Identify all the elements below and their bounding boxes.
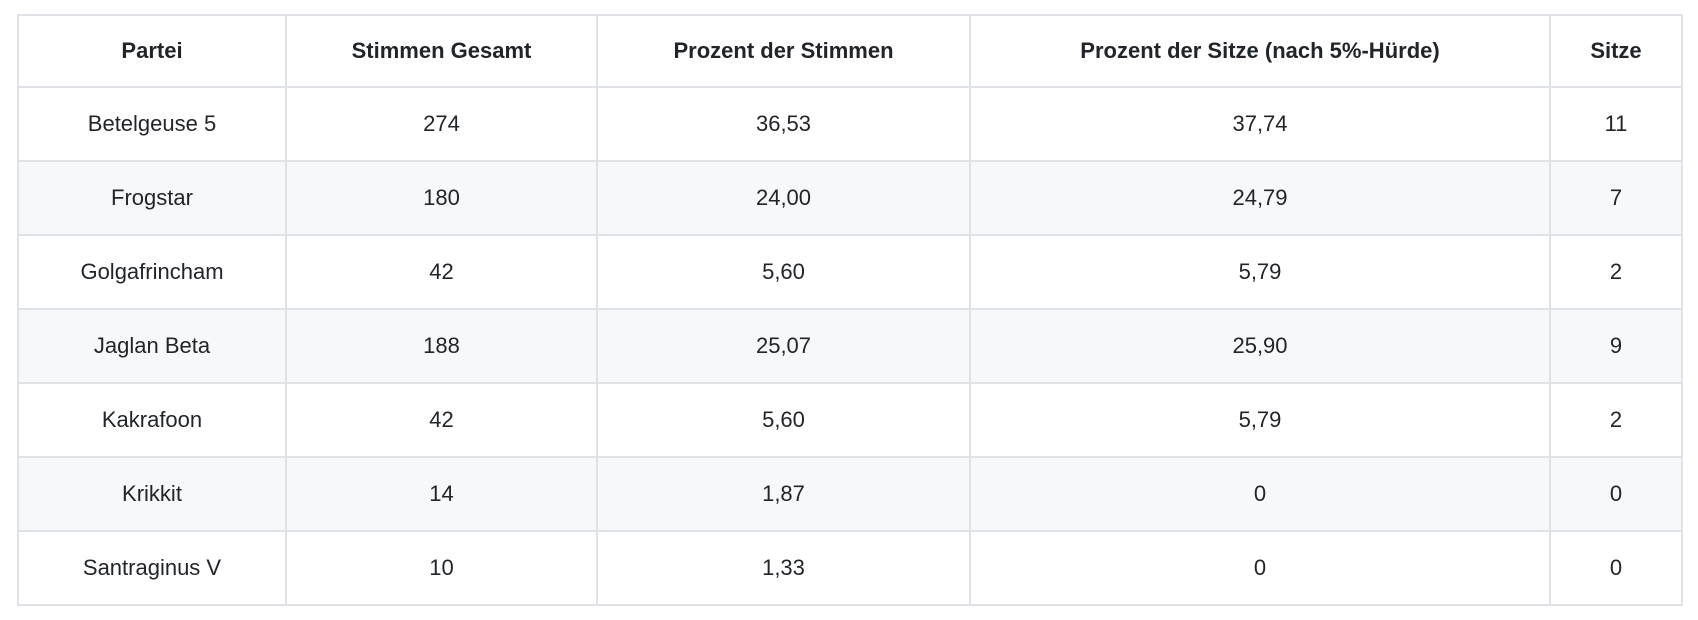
cell-stimmen-gesamt: 42 — [285, 234, 598, 310]
cell-prozent-stimmen: 24,00 — [596, 160, 971, 236]
cell-sitze: 7 — [1549, 160, 1683, 236]
header-row: Partei Stimmen Gesamt Prozent der Stimme… — [17, 14, 1683, 88]
cell-prozent-stimmen: 36,53 — [596, 86, 971, 162]
cell-prozent-stimmen: 1,33 — [596, 530, 971, 606]
cell-prozent-sitze: 0 — [969, 456, 1551, 532]
cell-stimmen-gesamt: 188 — [285, 308, 598, 384]
table-row: Golgafrincham 42 5,60 5,79 2 — [17, 234, 1683, 310]
cell-partei: Kakrafoon — [17, 382, 287, 458]
cell-partei: Jaglan Beta — [17, 308, 287, 384]
cell-prozent-sitze: 5,79 — [969, 234, 1551, 310]
cell-prozent-sitze: 37,74 — [969, 86, 1551, 162]
election-results-table: Partei Stimmen Gesamt Prozent der Stimme… — [17, 14, 1683, 606]
table-row: Krikkit 14 1,87 0 0 — [17, 456, 1683, 532]
table-row: Kakrafoon 42 5,60 5,79 2 — [17, 382, 1683, 458]
cell-partei: Golgafrincham — [17, 234, 287, 310]
cell-stimmen-gesamt: 180 — [285, 160, 598, 236]
cell-partei: Frogstar — [17, 160, 287, 236]
table-row: Santraginus V 10 1,33 0 0 — [17, 530, 1683, 606]
cell-stimmen-gesamt: 42 — [285, 382, 598, 458]
cell-prozent-sitze: 5,79 — [969, 382, 1551, 458]
column-header-partei: Partei — [17, 14, 287, 88]
column-header-sitze: Sitze — [1549, 14, 1683, 88]
column-header-prozent-stimmen: Prozent der Stimmen — [596, 14, 971, 88]
cell-stimmen-gesamt: 274 — [285, 86, 598, 162]
cell-stimmen-gesamt: 14 — [285, 456, 598, 532]
table-row: Frogstar 180 24,00 24,79 7 — [17, 160, 1683, 236]
table-row: Betelgeuse 5 274 36,53 37,74 11 — [17, 86, 1683, 162]
cell-prozent-stimmen: 1,87 — [596, 456, 971, 532]
cell-sitze: 2 — [1549, 382, 1683, 458]
table-row: Jaglan Beta 188 25,07 25,90 9 — [17, 308, 1683, 384]
cell-prozent-sitze: 0 — [969, 530, 1551, 606]
cell-sitze: 0 — [1549, 530, 1683, 606]
cell-partei: Betelgeuse 5 — [17, 86, 287, 162]
cell-prozent-sitze: 25,90 — [969, 308, 1551, 384]
cell-prozent-stimmen: 5,60 — [596, 382, 971, 458]
cell-sitze: 0 — [1549, 456, 1683, 532]
cell-partei: Krikkit — [17, 456, 287, 532]
cell-sitze: 2 — [1549, 234, 1683, 310]
cell-sitze: 9 — [1549, 308, 1683, 384]
column-header-stimmen-gesamt: Stimmen Gesamt — [285, 14, 598, 88]
cell-prozent-stimmen: 25,07 — [596, 308, 971, 384]
cell-sitze: 11 — [1549, 86, 1683, 162]
column-header-prozent-sitze: Prozent der Sitze (nach 5%-Hürde) — [969, 14, 1551, 88]
cell-stimmen-gesamt: 10 — [285, 530, 598, 606]
cell-prozent-stimmen: 5,60 — [596, 234, 971, 310]
cell-partei: Santraginus V — [17, 530, 287, 606]
cell-prozent-sitze: 24,79 — [969, 160, 1551, 236]
